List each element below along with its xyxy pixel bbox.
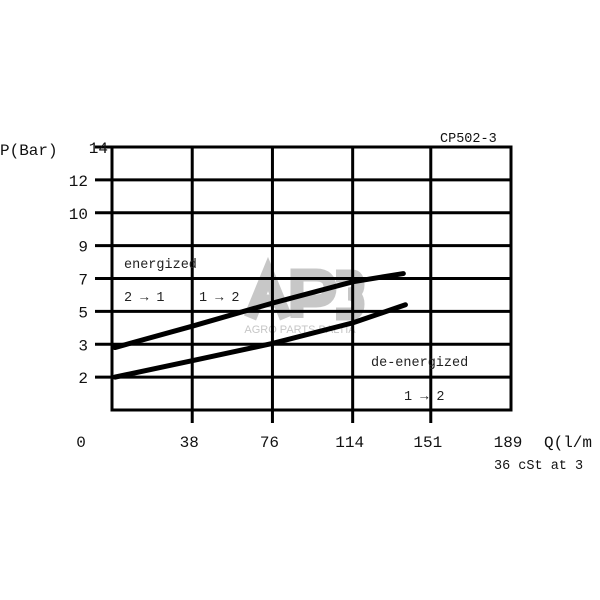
x-tick-label: 114 (335, 434, 364, 452)
x-axis-label: Q(l/m (544, 434, 592, 452)
y-tick-label: 5 (78, 304, 88, 322)
y-axis-label: P(Bar) (0, 142, 58, 160)
annotation-flow-1-2-de-energized: 1 → 2 (404, 390, 445, 405)
y-tick-label: 10 (69, 206, 88, 224)
x-tick-label: 151 (413, 434, 442, 452)
series-line-2 (112, 302, 408, 380)
y-tick-label: 7 (78, 272, 88, 290)
chart-id: CP502-3 (440, 132, 497, 147)
series-line-1 (112, 271, 406, 351)
footnote: 36 cSt at 3 (494, 459, 583, 474)
y-tick-label: 9 (78, 239, 88, 257)
grid (95, 145, 513, 423)
y-tick-label: 2 (78, 370, 88, 388)
x-tick-label: 38 (180, 434, 199, 452)
annotation-energized: energized (124, 258, 197, 273)
x-tick-label: 0 (76, 434, 86, 452)
x-tick-label: 189 (494, 434, 523, 452)
y-tick-label: 12 (69, 173, 88, 191)
curves (112, 271, 408, 380)
annotation-de-energized: de-energized (371, 356, 468, 371)
y-tick-label: 14 (89, 140, 108, 158)
annotation-flow-2-1: 2 → 1 (124, 291, 165, 306)
annotation-flow-1-2-energized: 1 → 2 (199, 291, 240, 306)
y-tick-label: 3 (78, 337, 88, 355)
x-tick-label: 76 (260, 434, 279, 452)
